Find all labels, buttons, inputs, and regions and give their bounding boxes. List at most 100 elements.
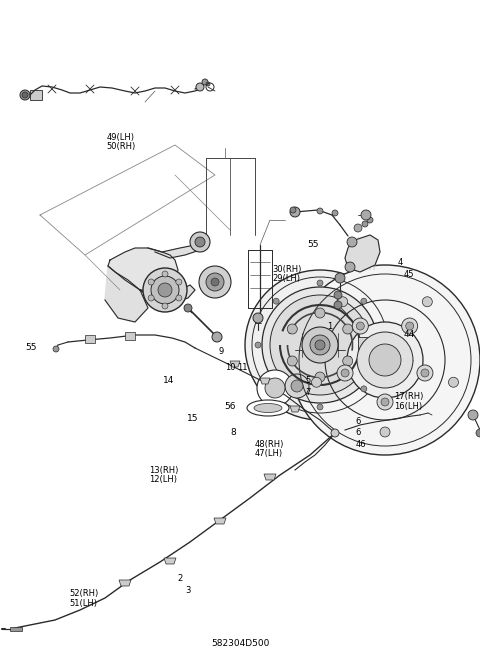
Circle shape	[184, 304, 192, 312]
Circle shape	[253, 313, 263, 323]
Text: 10: 10	[225, 363, 235, 372]
Circle shape	[212, 332, 222, 342]
Text: 13(RH): 13(RH)	[149, 466, 178, 475]
Ellipse shape	[247, 400, 289, 416]
Circle shape	[196, 83, 204, 91]
Text: 15: 15	[187, 414, 199, 423]
Text: 47(LH): 47(LH)	[254, 449, 283, 458]
Circle shape	[22, 92, 28, 98]
Text: 12(LH): 12(LH)	[149, 475, 177, 484]
Text: 3: 3	[185, 586, 190, 595]
Circle shape	[334, 301, 342, 309]
Circle shape	[345, 262, 355, 272]
Circle shape	[273, 386, 279, 392]
Circle shape	[317, 280, 323, 286]
Circle shape	[380, 427, 390, 437]
Ellipse shape	[254, 403, 282, 413]
Text: 16(LH): 16(LH)	[394, 401, 422, 411]
Circle shape	[288, 324, 297, 334]
Circle shape	[273, 298, 279, 304]
Circle shape	[377, 394, 393, 410]
Polygon shape	[345, 235, 380, 272]
Circle shape	[265, 378, 285, 398]
Circle shape	[343, 324, 353, 334]
Circle shape	[343, 356, 353, 366]
Text: 55: 55	[25, 343, 36, 352]
Polygon shape	[30, 90, 42, 100]
Circle shape	[317, 404, 323, 410]
Text: 45: 45	[403, 270, 414, 279]
Circle shape	[379, 342, 385, 348]
Circle shape	[331, 429, 339, 437]
Circle shape	[312, 377, 322, 387]
Circle shape	[402, 318, 418, 334]
Text: 2: 2	[178, 574, 183, 583]
Polygon shape	[264, 474, 276, 480]
Circle shape	[176, 295, 182, 301]
Circle shape	[337, 365, 353, 381]
Text: 17(RH): 17(RH)	[394, 392, 423, 401]
Text: 582304D500: 582304D500	[211, 639, 269, 648]
Circle shape	[288, 356, 297, 366]
Circle shape	[270, 295, 370, 395]
Circle shape	[53, 346, 59, 352]
Circle shape	[369, 344, 401, 376]
Circle shape	[291, 380, 303, 392]
Text: 6: 6	[355, 428, 360, 438]
Circle shape	[211, 278, 219, 286]
Circle shape	[206, 82, 210, 86]
Circle shape	[148, 295, 154, 301]
Text: 11: 11	[237, 363, 248, 372]
Circle shape	[143, 268, 187, 312]
Text: 51(LH): 51(LH)	[70, 599, 97, 608]
Circle shape	[199, 266, 231, 298]
Circle shape	[335, 273, 345, 283]
Circle shape	[362, 221, 368, 227]
Circle shape	[417, 365, 433, 381]
Circle shape	[332, 210, 338, 216]
Polygon shape	[214, 518, 226, 524]
Text: 14: 14	[163, 376, 175, 385]
Circle shape	[334, 291, 342, 299]
Circle shape	[317, 208, 323, 214]
Text: 55: 55	[307, 239, 319, 249]
Circle shape	[367, 217, 373, 223]
Circle shape	[347, 237, 357, 247]
Circle shape	[421, 369, 429, 377]
Circle shape	[361, 298, 367, 304]
Circle shape	[468, 410, 478, 420]
Circle shape	[357, 332, 413, 388]
Circle shape	[315, 340, 325, 350]
Polygon shape	[290, 406, 300, 412]
Text: 1: 1	[327, 322, 333, 331]
Circle shape	[195, 237, 205, 247]
Text: 29(LH): 29(LH)	[273, 274, 300, 283]
Polygon shape	[148, 240, 205, 258]
Circle shape	[448, 377, 458, 387]
Circle shape	[422, 297, 432, 307]
Circle shape	[290, 207, 296, 213]
Circle shape	[356, 322, 364, 330]
Text: 9: 9	[218, 347, 224, 356]
Circle shape	[302, 327, 338, 363]
Circle shape	[290, 265, 480, 455]
Text: 4: 4	[397, 258, 403, 267]
Circle shape	[158, 283, 172, 297]
Text: 46: 46	[355, 440, 366, 449]
Circle shape	[162, 303, 168, 309]
Circle shape	[206, 273, 224, 291]
Circle shape	[406, 322, 414, 330]
Polygon shape	[164, 558, 176, 564]
Circle shape	[341, 369, 349, 377]
Text: 6: 6	[355, 417, 360, 426]
Circle shape	[285, 374, 309, 398]
Polygon shape	[108, 248, 178, 295]
Polygon shape	[140, 285, 195, 302]
Polygon shape	[85, 335, 95, 343]
Text: 56: 56	[225, 402, 236, 411]
Circle shape	[315, 372, 325, 382]
Circle shape	[202, 79, 208, 85]
Text: 44: 44	[403, 330, 414, 339]
Polygon shape	[260, 378, 270, 384]
Polygon shape	[10, 627, 22, 631]
